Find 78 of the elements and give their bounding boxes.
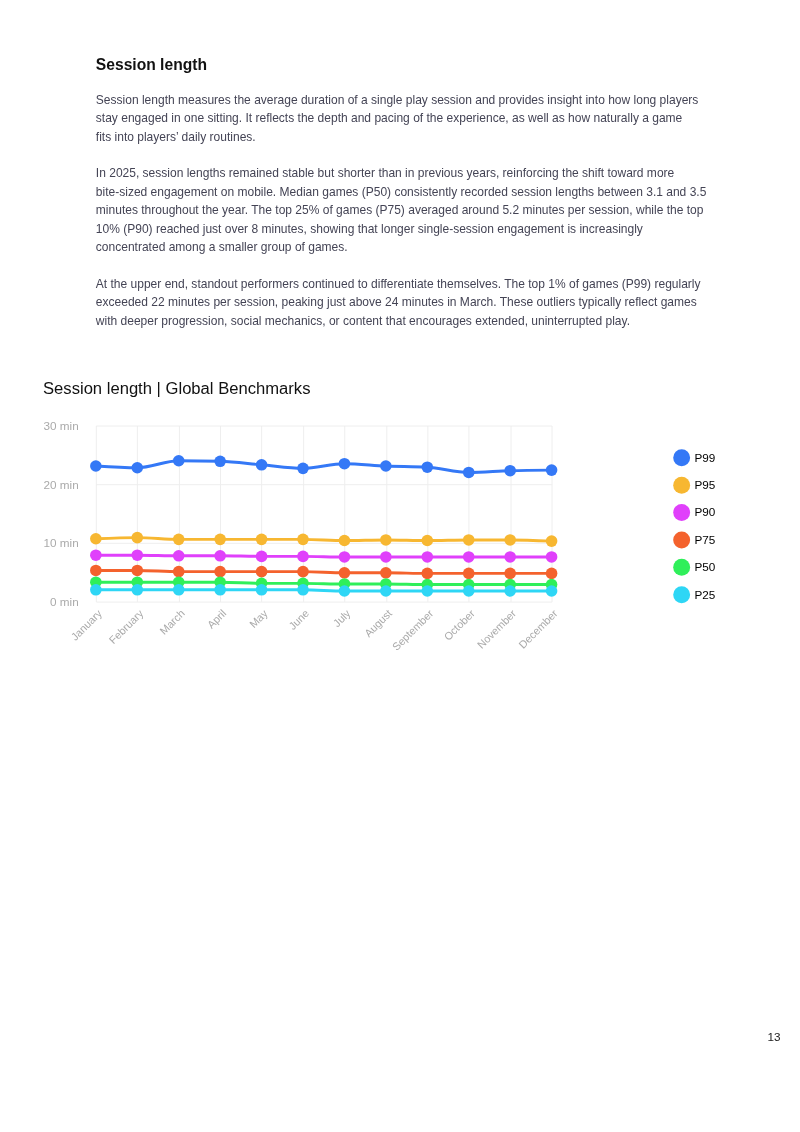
point: [90, 584, 102, 596]
point: [297, 550, 309, 563]
point: [380, 585, 392, 597]
point: [255, 550, 268, 563]
point: [462, 534, 475, 546]
point: [90, 533, 102, 545]
point: [380, 567, 392, 579]
text: Session length: [95, 55, 207, 73]
legend-label: P25: [694, 587, 716, 601]
point: [545, 585, 558, 597]
point: [172, 533, 185, 546]
text: In 2025, session lengths remained stable but shorter than in previous years, reinforcing the shift toward more bite-sized engagement on mobile. Median games (P50) consistently recorded session lengths between 3.1 and 3.5 minutes throughout the year. The top 25% of games (P75) averaged around 5.2 minutes per session, while the top 10% (P90) reached just over 8 minutes, showing that longer single-session engagement is increasingly concentrated among a smaller group of games.: [95, 166, 707, 255]
point: [504, 464, 516, 477]
legend-label: P99: [694, 450, 716, 464]
point: [255, 533, 268, 546]
point: [380, 460, 392, 472]
point: [338, 567, 351, 579]
text: 13: [767, 1029, 781, 1043]
point: [421, 585, 434, 597]
point: [172, 550, 185, 562]
point: [214, 455, 226, 468]
y-tick-label: 10 min: [43, 536, 79, 550]
y-tick-label: 0 min: [50, 594, 79, 608]
point: [131, 584, 144, 596]
point: [462, 551, 475, 563]
point: [131, 564, 144, 577]
point: [131, 461, 144, 474]
point: [255, 459, 268, 471]
point: [90, 564, 102, 577]
legend-label: P50: [694, 560, 716, 574]
text: Session length measures the average duration of a single play session and provides insight into how long players stay engaged in one sitting. It reflects the depth and pacing of the experience, as well as how naturally a game fits into players’ daily routines.: [95, 92, 699, 144]
point: [214, 584, 226, 596]
point: [255, 565, 268, 578]
point: [504, 551, 516, 563]
point: [338, 457, 351, 470]
point: [421, 551, 434, 563]
point: [421, 567, 434, 580]
point: [131, 531, 144, 544]
point: [545, 464, 558, 476]
point: [338, 551, 351, 563]
point: [421, 534, 434, 547]
y-tick-label: 30 min: [43, 418, 79, 432]
point: [172, 565, 185, 578]
chart-title: Session length | Global Benchmarks: [43, 379, 311, 399]
point: [462, 466, 475, 479]
x-tick-label: May: [246, 606, 271, 630]
point: [504, 567, 516, 580]
point: [462, 585, 475, 597]
point: [421, 461, 434, 473]
point: [297, 462, 309, 475]
text: At the upper end, standout performers continued to differentiate themselves. The top 1% of games (P99) regularly exceeded 22 minutes per session, peaking just above 24 minutes in March. These outliers typically reflect games with deeper progression, social mechanics, or content that encourages extended, uninterrupted play.: [94, 276, 701, 328]
legend-label: P90: [694, 505, 716, 519]
point: [214, 533, 226, 546]
point: [297, 565, 309, 578]
point: [172, 584, 185, 596]
point: [380, 534, 392, 546]
x-tick-label: July: [330, 606, 353, 630]
legend-label: P95: [694, 478, 716, 492]
point: [172, 454, 185, 467]
point: [131, 549, 144, 561]
point: [90, 549, 102, 561]
legend-label: P75: [694, 532, 716, 546]
point: [545, 551, 558, 563]
point: [545, 535, 558, 547]
point: [90, 460, 102, 472]
point: [214, 565, 226, 578]
point: [545, 567, 558, 580]
y-tick-label: 20 min: [43, 477, 79, 491]
point: [297, 533, 309, 546]
point: [338, 585, 351, 597]
point: [504, 585, 516, 597]
point: [462, 567, 475, 580]
point: [255, 584, 268, 596]
point: [214, 550, 226, 562]
point: [504, 534, 516, 546]
point: [338, 534, 351, 547]
point: [297, 584, 309, 596]
point: [380, 551, 392, 563]
